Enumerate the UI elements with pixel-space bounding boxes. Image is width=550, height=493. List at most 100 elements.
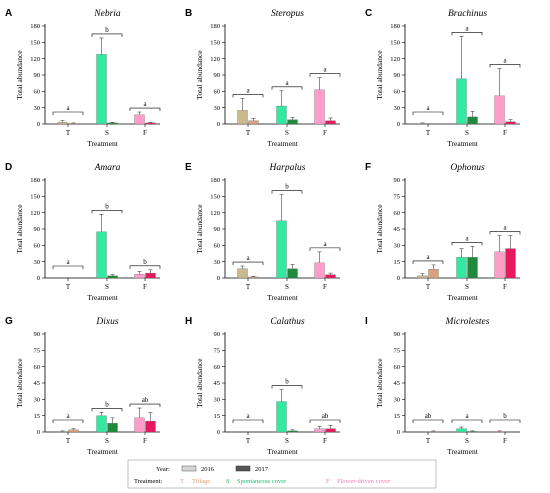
y-tick-label: 60 [34,364,41,371]
bar-S-2016 [276,220,287,279]
legend-year-label: Year: [156,466,170,473]
y-tick-label: 60 [394,364,401,371]
significance-bracket [91,408,123,412]
y-axis-label: Total abundance [15,204,24,254]
y-tick-label: 180 [30,177,40,184]
y-tick-label: 0 [217,429,220,436]
y-tick-label: 0 [397,275,400,282]
x-tick-label: S [105,129,109,137]
bar-S-2016 [456,257,467,279]
panel-title: Amara [94,163,121,173]
bar-S-2017 [107,122,118,125]
x-tick-label: T [246,129,251,137]
x-tick-label: S [105,437,109,445]
y-tick-label: 90 [214,226,221,233]
y-tick-label: 120 [210,210,220,217]
x-tick-label: F [323,129,327,137]
legend-swatch-2017 [235,465,251,472]
panel-letter: G [5,316,13,327]
bar-T-2016 [417,275,428,279]
x-axis-label: Treatment [87,293,118,302]
bar-F-2017 [325,274,336,279]
bar-S-2017 [467,431,478,433]
significance-letter: a [465,412,469,420]
bar-S-2016 [456,428,467,433]
chart-panel-C: C Brachinus 0 30 60 90 120 150 180 Total abundanc… [365,8,521,148]
bar-F-2016 [494,95,505,125]
x-tick-label: S [465,129,469,137]
bar-S-2017 [287,430,298,433]
y-tick-label: 45 [394,226,401,233]
legend-item-S-name: Spontaneous cover [237,478,287,485]
chart-panel-H: H Calathus 0 15 30 45 60 75 90 Total abundance Tre… [185,316,341,456]
y-axis-label: Total abundance [375,204,384,254]
significance-letter: a [246,412,250,420]
y-tick-label: 90 [214,331,221,338]
y-tick-label: 120 [30,210,40,217]
chart-panel-E: E Harpalus 0 30 60 90 120 150 180 Total abundance… [185,162,341,302]
bar-S-2017 [107,423,118,433]
y-tick-label: 0 [397,429,400,436]
y-tick-label: 180 [30,23,40,30]
y-axis-label: Total abundance [15,358,24,408]
bar-F-2016 [494,431,505,433]
y-tick-label: 60 [394,210,401,217]
bar-T-2016 [237,268,248,279]
legend-item-F-code: F [326,478,330,485]
significance-bracket [412,111,444,115]
significance-letter: a [465,234,469,242]
y-tick-label: 180 [390,23,400,30]
y-tick-label: 15 [214,413,221,420]
y-tick-label: 90 [394,177,401,184]
x-tick-label: T [426,129,431,137]
significance-letter: a [503,56,507,64]
significance-bracket [91,210,123,214]
significance-letter: a [66,258,70,266]
significance-letter: b [285,378,289,386]
significance-letter: b [105,400,109,408]
bar-F-2016 [314,262,325,279]
x-tick-label: F [143,283,147,291]
y-tick-label: 90 [394,331,401,338]
bar-S-2016 [456,78,467,125]
panel-title: Ophonus [450,163,485,173]
y-tick-label: 30 [214,259,221,266]
y-tick-label: 90 [34,226,41,233]
legend-frame [127,459,437,489]
significance-bracket [232,261,264,266]
significance-letter: b [143,258,147,266]
y-tick-label: 30 [214,397,221,404]
x-tick-label: S [285,283,289,291]
x-axis-label: Treatment [267,139,298,148]
y-tick-label: 120 [210,56,220,63]
y-tick-label: 60 [214,89,221,96]
bar-S-2017 [467,257,478,279]
legend-item-T-code: T [180,478,184,485]
y-tick-label: 45 [34,380,41,387]
legend-item-S-code: S [226,478,230,485]
panel-title: Brachinus [448,9,487,19]
significance-letter: a [66,104,70,112]
x-tick-label: F [503,437,507,445]
significance-letter: ab [322,412,329,420]
significance-bracket [489,64,521,68]
bar-F-2016 [134,417,145,433]
y-tick-label: 90 [34,331,41,338]
legend-2016-label: 2016 [201,466,215,473]
x-tick-label: T [66,129,71,137]
y-tick-label: 120 [390,56,400,63]
y-tick-label: 180 [210,23,220,30]
y-axis-label: Total abundance [195,358,204,408]
significance-bracket [309,419,341,423]
x-tick-label: F [323,437,327,445]
significance-bracket [52,265,84,269]
y-tick-label: 30 [394,397,401,404]
y-tick-label: 15 [394,259,401,266]
bar-S-2016 [96,54,107,125]
bar-F-2017 [145,272,156,279]
significance-bracket [129,107,161,112]
bar-S-2017 [287,268,298,279]
significance-letter: a [246,86,250,94]
